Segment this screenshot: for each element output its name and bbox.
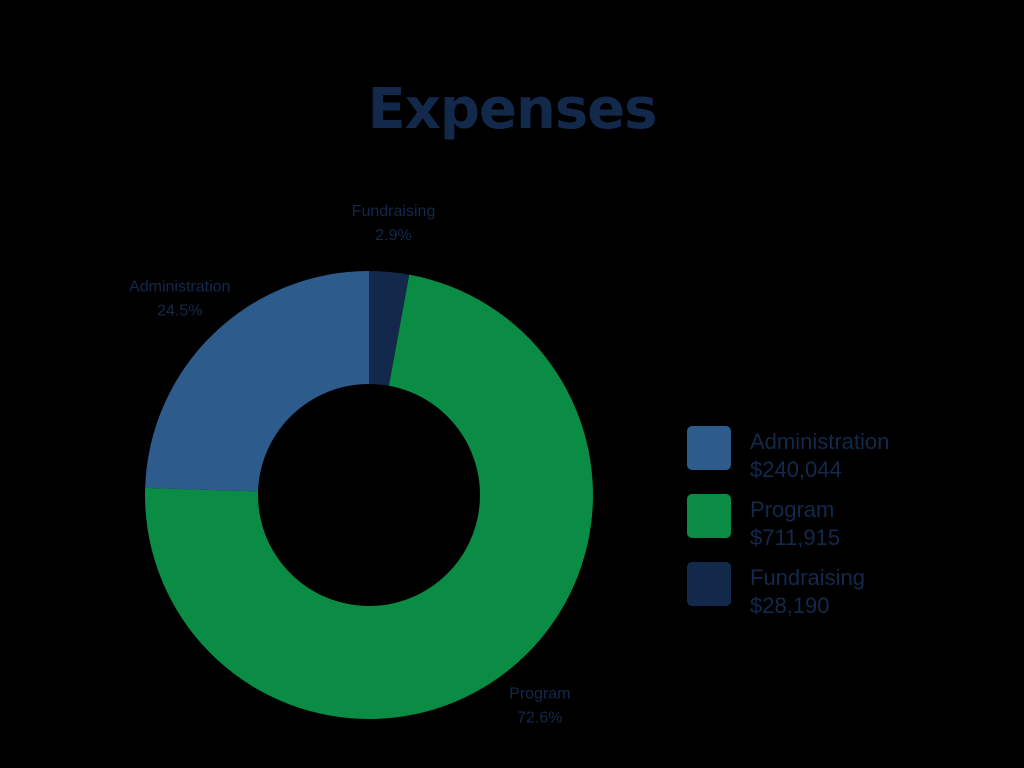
legend-value: $240,044 (750, 457, 842, 482)
slice-label-name: Program (509, 686, 570, 703)
slice-fundraising (369, 271, 410, 386)
slice-labels: Fundraising 2.9% Program 72.6% Administratio… (129, 203, 570, 727)
slice-label-fundraising: Fundraising 2.9% (352, 203, 436, 244)
legend-item-administration: Administration $240,044 (687, 426, 889, 482)
slice-program (145, 274, 594, 720)
slice-administration (145, 271, 369, 492)
slice-label-percent: 72.6% (517, 710, 562, 727)
slice-label-name: Fundraising (352, 203, 436, 220)
legend-swatch (687, 426, 731, 470)
slice-label-administration: Administration 24.5% (129, 279, 230, 320)
legend-value: $28,190 (750, 593, 830, 618)
slice-label-program: Program 72.6% (509, 686, 570, 727)
legend: Administration $240,044 Program $711,915 Fun… (687, 426, 889, 618)
legend-label: Program (750, 497, 834, 522)
legend-swatch (687, 562, 731, 606)
donut-slices (145, 271, 594, 720)
slice-label-percent: 24.5% (157, 303, 202, 320)
legend-label: Administration (750, 429, 889, 454)
chart-title: Expenses (368, 77, 657, 142)
slice-label-percent: 2.9% (375, 227, 411, 244)
legend-item-program: Program $711,915 (687, 494, 840, 550)
legend-label: Fundraising (750, 565, 865, 590)
slice-label-name: Administration (129, 279, 230, 296)
legend-swatch (687, 494, 731, 538)
legend-value: $711,915 (750, 525, 840, 550)
legend-item-fundraising: Fundraising $28,190 (687, 562, 865, 618)
